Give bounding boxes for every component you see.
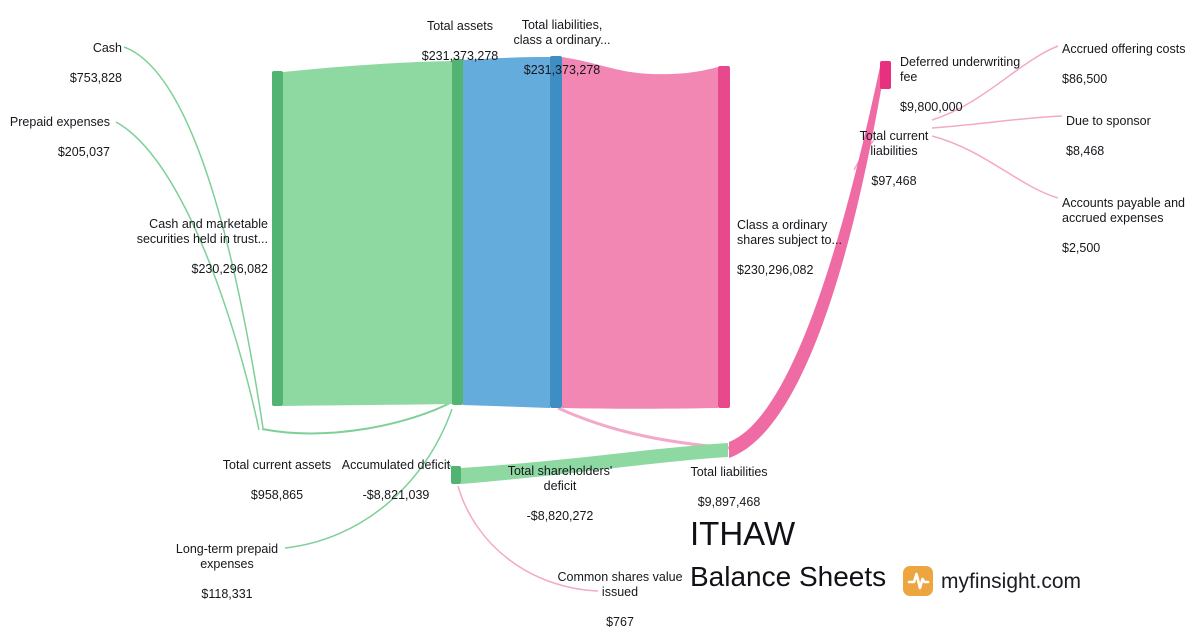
label-total-current-assets: Total current assets $958,865: [207, 443, 347, 518]
link-prepaid-to-total-current-assets: [115, 121, 260, 431]
link-current-liabilities-to-due-to-sponsor: [931, 115, 1063, 129]
label-total-current-assets-value: $958,865: [250, 488, 304, 502]
label-accumulated-deficit-text: Accumulated deficit: [341, 458, 451, 472]
flow-shareholders-deficit-band[interactable]: [461, 443, 728, 484]
label-due-to-sponsor-text: Due to sponsor: [1066, 114, 1151, 128]
link-current-liabilities-to-accounts-payable: [931, 135, 1059, 199]
ticker-title: ITHAW: [690, 515, 796, 552]
label-due-to-sponsor: Due to sponsor $8,468: [1066, 99, 1196, 174]
report-subtitle: Balance Sheets: [690, 561, 887, 592]
label-accounts-payable-value: $2,500: [1062, 241, 1101, 255]
flow-liabilities-equity-to-class-a[interactable]: [562, 57, 718, 409]
node-total-liabilities-class-a[interactable]: [550, 56, 562, 408]
label-total-current-liabilities-value: $97,468: [871, 174, 917, 188]
label-total-liabilities: Total liabilities $9,897,468: [664, 450, 794, 525]
node-trust-securities[interactable]: [272, 71, 283, 406]
label-deferred-underwriting-text: Deferred underwriting fee: [900, 55, 1021, 84]
node-shareholders-deficit[interactable]: [451, 466, 461, 484]
link-current-liabilities-to-accrued-offering: [931, 45, 1059, 121]
label-trust-securities-value: $230,296,082: [191, 262, 268, 276]
label-class-a-shares: Class a ordinary shares subject to... $2…: [737, 203, 897, 293]
label-total-assets: Total assets $231,373,278: [390, 4, 530, 79]
label-total-liabilities-class-a-text: Total liabilities, class a ordinary...: [513, 18, 611, 47]
link-cash-to-total-current-assets: [123, 46, 264, 429]
label-shareholders-deficit: Total shareholders' deficit -$8,820,272: [490, 449, 630, 539]
label-total-liabilities-class-a: Total liabilities, class a ordinary... $…: [492, 3, 632, 93]
pulse-icon: [907, 572, 930, 590]
label-total-liabilities-class-a-value: $231,373,278: [523, 63, 601, 77]
label-accounts-payable: Accounts payable and accrued expenses $2…: [1062, 181, 1200, 271]
link-common-shares-to-shareholders-deficit: [457, 485, 599, 592]
site-name: myfinsight.com: [941, 570, 1082, 593]
myfinsight-logo-icon: [903, 566, 933, 596]
label-accrued-offering-text: Accrued offering costs: [1062, 42, 1186, 56]
label-cash: Cash $753,828: [18, 26, 122, 101]
link-middle-node-to-total-liabilities: [557, 406, 730, 450]
label-cash-value: $753,828: [69, 71, 122, 85]
label-shareholders-deficit-text: Total shareholders' deficit: [507, 464, 613, 493]
label-long-term-prepaid-value: $118,331: [201, 587, 253, 601]
label-accounts-payable-text: Accounts payable and accrued expenses: [1062, 196, 1186, 225]
label-total-liabilities-text: Total liabilities: [690, 465, 768, 479]
label-total-liabilities-value: $9,897,468: [697, 495, 761, 509]
label-total-current-assets-text: Total current assets: [222, 458, 332, 472]
label-total-assets-text: Total assets: [426, 19, 493, 33]
node-deferred-underwriting[interactable]: [880, 61, 891, 89]
label-prepaid-expenses: Prepaid expenses $205,037: [0, 100, 110, 175]
label-class-a-shares-value: $230,296,082: [737, 263, 814, 277]
label-due-to-sponsor-value: $8,468: [1066, 144, 1105, 158]
label-long-term-prepaid: Long-term prepaid expenses $118,331: [152, 527, 302, 617]
label-trust-securities: Cash and marketable securities held in t…: [93, 202, 268, 292]
label-common-shares: Common shares value issued $767: [545, 555, 695, 630]
label-trust-securities-text: Cash and marketable securities held in t…: [136, 217, 268, 246]
label-total-assets-value: $231,373,278: [421, 49, 499, 63]
node-class-a-shares[interactable]: [718, 66, 730, 408]
flow-trust-securities-to-total-assets[interactable]: [283, 61, 452, 406]
label-common-shares-value: $767: [606, 615, 634, 629]
label-prepaid-expenses-text: Prepaid expenses: [9, 115, 110, 129]
label-accumulated-deficit-value: -$8,821,039: [362, 488, 430, 502]
label-total-current-liabilities: Total current liabilities $97,468: [824, 114, 964, 204]
flow-total-assets-to-liabilities-equity[interactable]: [463, 57, 550, 408]
label-deferred-underwriting-value: $9,800,000: [900, 100, 963, 114]
label-common-shares-text: Common shares value issued: [557, 570, 683, 599]
label-accumulated-deficit: Accumulated deficit -$8,821,039: [328, 443, 464, 518]
label-long-term-prepaid-text: Long-term prepaid expenses: [175, 542, 279, 571]
label-accrued-offering-value: $86,500: [1062, 72, 1108, 86]
label-cash-text: Cash: [92, 41, 122, 55]
label-prepaid-expenses-value: $205,037: [57, 145, 110, 159]
label-accrued-offering: Accrued offering costs $86,500: [1062, 27, 1200, 102]
label-shareholders-deficit-value: -$8,820,272: [526, 509, 594, 523]
node-total-assets[interactable]: [452, 59, 463, 405]
link-long-term-prepaid-to-total-assets: [284, 408, 453, 549]
label-class-a-shares-text: Class a ordinary shares subject to...: [737, 218, 842, 247]
label-total-current-liabilities-text: Total current liabilities: [859, 129, 929, 158]
label-deferred-underwriting: Deferred underwriting fee $9,800,000: [900, 40, 1040, 130]
link-total-current-assets-to-total-assets: [261, 401, 453, 435]
